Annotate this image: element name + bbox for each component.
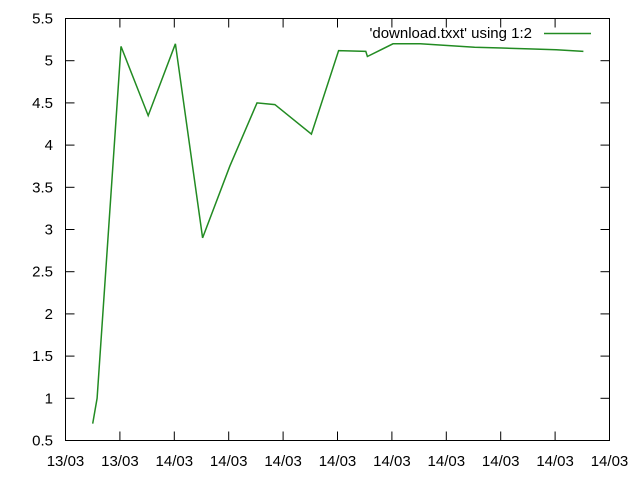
x-tick-label: 14/03 xyxy=(536,453,574,470)
x-tick-label: 14/03 xyxy=(482,453,520,470)
x-tick-label: 14/03 xyxy=(264,453,302,470)
y-tick-label: 5.5 xyxy=(32,11,53,28)
x-axis: 13/03 13/03 14/03 14/03 14/03 14/03 14/03 14/03… xyxy=(47,18,629,470)
y-tick-label: 2 xyxy=(45,306,53,323)
y-axis: 0.5 1 1.5 2 2.5 3 3.5 4 4.5 5 5.5 xyxy=(32,11,610,450)
legend-label: 'download.txxt' using 1:2 xyxy=(370,25,533,42)
x-tick-label: 14/03 xyxy=(591,453,629,470)
y-tick-label: 4 xyxy=(45,137,53,154)
y-tick-label: 0.5 xyxy=(32,433,53,450)
y-tick-label: 1.5 xyxy=(32,348,53,365)
x-tick-label: 14/03 xyxy=(319,453,357,470)
y-tick-label: 3 xyxy=(45,222,53,239)
x-tick-label: 14/03 xyxy=(428,453,466,470)
series-layer xyxy=(91,43,584,424)
y-tick-label: 1 xyxy=(45,390,53,407)
y-tick-label: 5 xyxy=(45,53,53,70)
x-tick-label: 13/03 xyxy=(101,453,139,470)
plot-frame xyxy=(65,18,610,441)
x-tick-label: 14/03 xyxy=(373,453,411,470)
y-tick-label: 2.5 xyxy=(32,264,53,281)
x-tick-label: 14/03 xyxy=(156,453,194,470)
y-tick-label: 3.5 xyxy=(32,179,53,196)
legend: 'download.txxt' using 1:2 xyxy=(370,25,591,42)
y-tick-label: 4.5 xyxy=(32,95,53,112)
x-tick-label: 14/03 xyxy=(210,453,248,470)
x-tick-label: 13/03 xyxy=(47,453,85,470)
series-line xyxy=(91,43,584,424)
